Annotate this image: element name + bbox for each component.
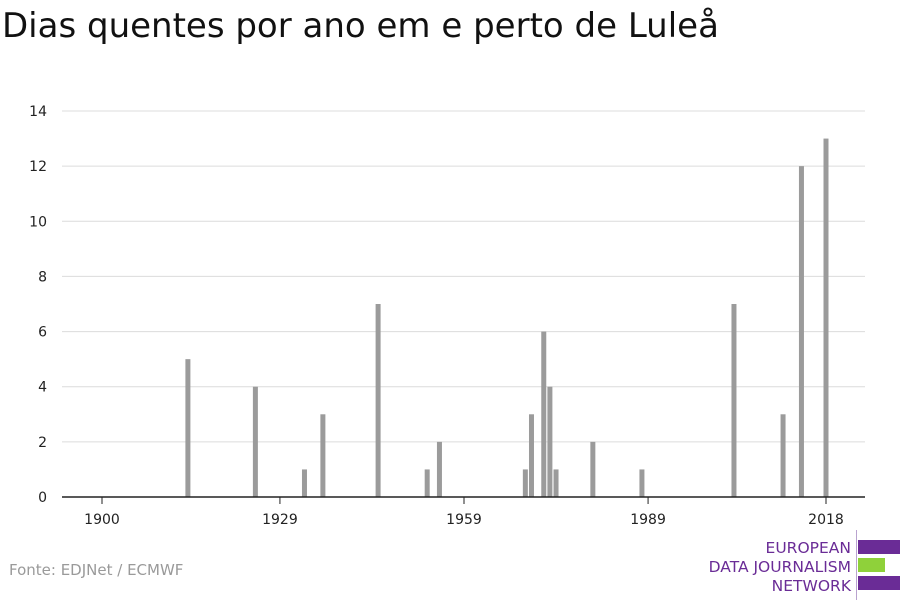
x-tick-label: 1900 bbox=[84, 512, 120, 528]
bar bbox=[823, 138, 829, 498]
y-axis: 0 2 4 6 8 10 12 14 bbox=[29, 104, 47, 506]
bar bbox=[185, 359, 191, 497]
y-tick-label: 2 bbox=[38, 435, 47, 451]
y-tick-label: 6 bbox=[38, 325, 47, 341]
bar bbox=[320, 414, 326, 497]
x-tick-label: 1959 bbox=[446, 512, 482, 528]
bar bbox=[528, 414, 534, 497]
logo-bar-top bbox=[858, 540, 900, 554]
logo-text: EUROPEAN DATA JOURNALISM NETWORK bbox=[709, 539, 851, 596]
logo-divider bbox=[856, 530, 857, 600]
y-tick-label: 12 bbox=[29, 159, 47, 175]
bar bbox=[301, 469, 307, 497]
logo-bar-bottom bbox=[858, 576, 900, 590]
x-tick-label: 1929 bbox=[262, 512, 298, 528]
x-tick-label: 1989 bbox=[630, 512, 666, 528]
logo-line-2: DATA JOURNALISM bbox=[708, 558, 851, 576]
edjnet-logo: EUROPEAN DATA JOURNALISM NETWORK bbox=[700, 530, 900, 600]
logo-line-1: EUROPEAN bbox=[765, 539, 851, 557]
x-tick-label: 2018 bbox=[808, 512, 844, 528]
bar bbox=[436, 441, 442, 497]
bar bbox=[522, 469, 528, 497]
bar bbox=[541, 331, 547, 497]
grid-lines bbox=[62, 110, 865, 443]
bar bbox=[424, 469, 430, 497]
bar bbox=[553, 469, 559, 497]
bar bbox=[252, 386, 258, 497]
y-tick-label: 14 bbox=[29, 104, 47, 120]
bar bbox=[639, 469, 645, 497]
x-axis: 1900 1929 1959 1989 2018 bbox=[62, 496, 865, 528]
source-note: Fonte: EDJNet / ECMWF bbox=[9, 561, 184, 579]
logo-line-3: NETWORK bbox=[771, 577, 851, 595]
bar bbox=[731, 304, 737, 497]
y-tick-label: 4 bbox=[38, 380, 47, 396]
bar bbox=[547, 386, 553, 497]
bar bbox=[798, 166, 804, 497]
y-tick-label: 8 bbox=[38, 269, 47, 285]
y-tick-label: 0 bbox=[38, 490, 47, 506]
logo-bar-middle bbox=[858, 558, 885, 572]
bar bbox=[375, 304, 381, 497]
y-tick-label: 10 bbox=[29, 214, 47, 230]
bar bbox=[780, 414, 786, 497]
bars bbox=[185, 138, 829, 498]
chart-title: Dias quentes por ano em e perto de Luleå bbox=[2, 6, 719, 46]
bar bbox=[590, 441, 596, 497]
